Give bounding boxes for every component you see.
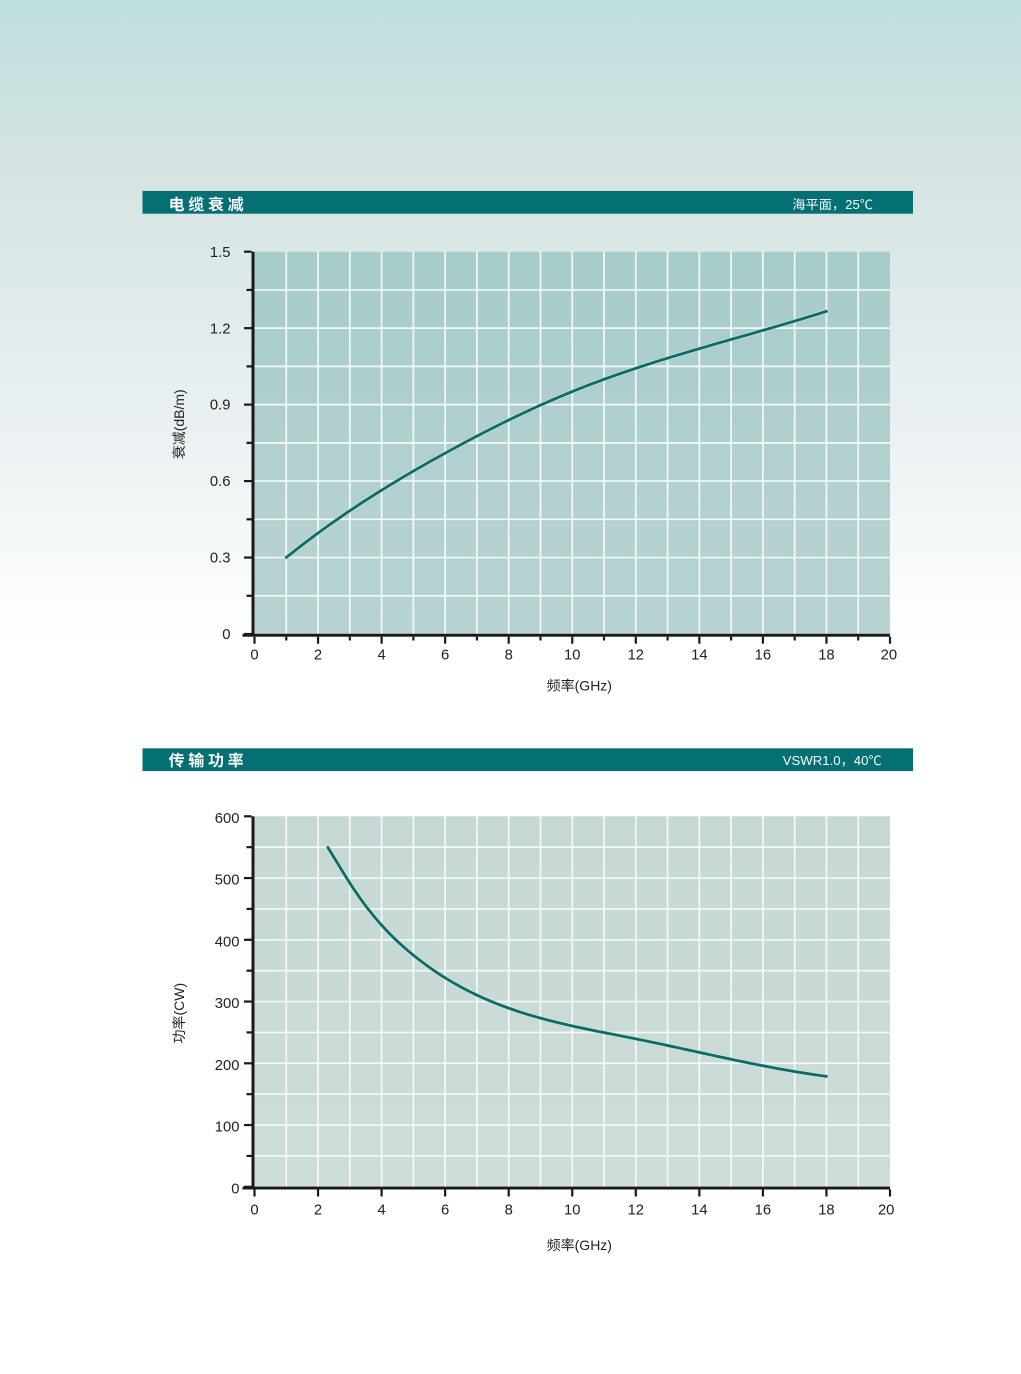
svg-text:500: 500 <box>215 873 240 889</box>
svg-text:18: 18 <box>818 648 834 664</box>
svg-text:4: 4 <box>377 648 385 664</box>
svg-text:16: 16 <box>755 1203 771 1219</box>
svg-text:40: 40 <box>854 753 869 768</box>
svg-text:14: 14 <box>691 1203 707 1219</box>
svg-text:2: 2 <box>314 1203 322 1219</box>
svg-text:100: 100 <box>215 1120 240 1136</box>
svg-text:600: 600 <box>215 811 240 827</box>
svg-text:20: 20 <box>878 1203 894 1219</box>
svg-text:4: 4 <box>377 1203 385 1219</box>
svg-text:18: 18 <box>818 1203 834 1219</box>
svg-text:0.3: 0.3 <box>210 551 231 567</box>
svg-text:6: 6 <box>441 648 449 664</box>
svg-text:(dB/m): (dB/m) <box>171 389 187 431</box>
svg-text:300: 300 <box>215 996 240 1012</box>
svg-text:6: 6 <box>441 1203 449 1219</box>
svg-text:0: 0 <box>250 1203 258 1219</box>
svg-text:2: 2 <box>314 648 322 664</box>
svg-text:8: 8 <box>505 1203 513 1219</box>
svg-text:12: 12 <box>628 1203 644 1219</box>
svg-text:(GHz): (GHz) <box>575 678 612 694</box>
svg-text:1.5: 1.5 <box>210 245 231 261</box>
svg-text:0.6: 0.6 <box>210 474 231 490</box>
svg-text:(GHz): (GHz) <box>575 1237 612 1253</box>
svg-text:12: 12 <box>628 648 644 664</box>
svg-text:20: 20 <box>881 648 897 664</box>
svg-text:(CW): (CW) <box>171 983 187 1016</box>
svg-text:0: 0 <box>250 648 258 664</box>
svg-text:VSWR1.0: VSWR1.0 <box>783 753 841 768</box>
svg-text:400: 400 <box>215 934 240 950</box>
svg-text:8: 8 <box>505 648 513 664</box>
svg-text:25: 25 <box>845 197 860 212</box>
svg-text:16: 16 <box>755 648 771 664</box>
svg-text:200: 200 <box>215 1058 240 1074</box>
svg-text:0: 0 <box>231 1181 239 1197</box>
svg-text:10: 10 <box>564 1203 580 1219</box>
svg-text:0.9: 0.9 <box>210 398 231 414</box>
svg-text:1.2: 1.2 <box>210 321 231 337</box>
svg-text:14: 14 <box>691 648 707 664</box>
svg-text:10: 10 <box>564 648 580 664</box>
svg-text:0: 0 <box>222 627 230 643</box>
